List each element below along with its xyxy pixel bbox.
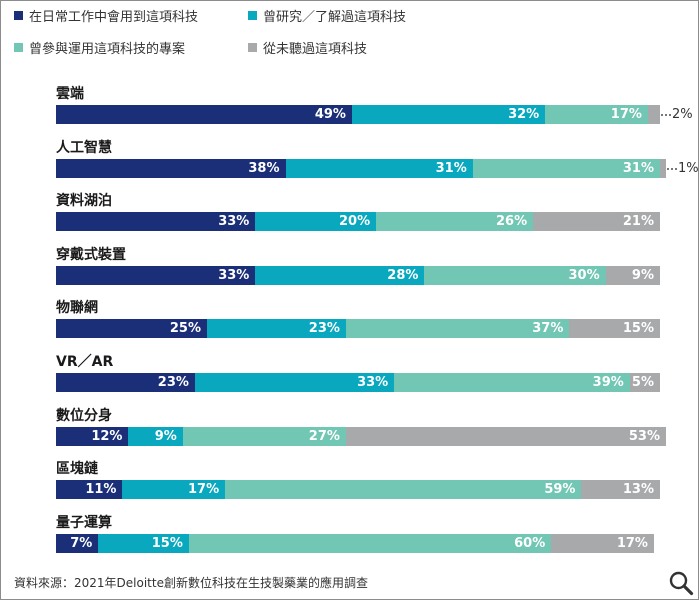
bar-segment [605,265,660,285]
data-label: 15% [622,321,654,337]
bar-segment [128,426,183,446]
leader-line [667,167,678,170]
bar-segment [345,426,667,446]
data-label: 13% [622,482,654,498]
category-label: 數位分身 [56,407,112,424]
data-label: 5% [631,375,654,390]
data-label: 2% [672,107,693,122]
data-label: 30% [568,267,600,283]
data-label: 39% [592,375,624,390]
data-label: 17% [187,482,220,498]
data-label: 17% [616,535,648,551]
data-label: 25% [169,321,201,337]
legend-swatch [14,11,23,20]
legend-swatch [248,11,257,20]
data-label: 23% [157,375,189,390]
bar-segment [551,533,654,553]
data-label: 23% [308,321,340,337]
data-label: 31% [622,160,654,176]
legend-label: 曾參與運用這項科技的專案 [29,42,186,57]
bar-segment [56,265,256,285]
data-label: 27% [308,428,340,444]
bar-segment [472,158,660,178]
legend-label: 曾研究／了解過這項科技 [263,10,407,25]
bar-segment [394,373,630,392]
data-label: 28% [387,267,419,283]
legend-swatch [248,43,257,52]
data-label: 9% [154,428,177,444]
legend-swatch [14,43,23,52]
category-label: 資料湖泊 [56,193,112,210]
data-label: 26% [496,214,528,230]
bar-segment [225,480,582,500]
leader-line [661,114,671,116]
data-label: 12% [91,428,123,444]
source-note: 資料來源：2021年Deloitte創新數位科技在生技製藥業的應用調查 [14,576,368,590]
bar-segment [647,105,660,124]
category-label: 量子運算 [56,514,112,531]
category-label: 穿戴式裝置 [56,246,126,263]
data-label: 1% [678,160,699,176]
legend-item: 曾參與運用這項科技的專案 [14,38,185,57]
legend-label: 在日常工作中會用到這項科技 [29,10,199,25]
legend-item: 在日常工作中會用到這項科技 [14,6,198,25]
magnifier-icon[interactable] [668,570,694,596]
bar-segment [182,426,346,446]
data-label: 21% [622,214,654,230]
category-label: 人工智慧 [56,139,112,156]
data-label: 17% [610,107,642,122]
data-label: 11% [85,482,117,498]
data-label: 59% [544,482,576,498]
bar-segment [285,158,473,178]
bar-segment [122,480,226,500]
bar-segment [351,105,546,124]
category-label: VR／AR [56,354,114,370]
legend-item: 從未聽過這項科技 [248,38,367,57]
bar-segment [98,533,189,553]
data-label: 53% [628,428,661,444]
bar-segment [581,480,660,500]
bar-segment [56,158,286,178]
bar-segment [255,212,377,232]
category-label: 物聯網 [56,300,98,317]
bar-segment [376,212,534,232]
bar-segment [424,265,606,285]
data-label: 38% [248,160,280,176]
bar-segment [56,533,99,553]
data-label: 49% [314,107,346,122]
bar-segment [56,105,352,124]
bar-segment [255,265,425,285]
bar-segment [569,319,660,339]
data-label: 33% [218,214,250,230]
data-label: 31% [435,160,467,176]
bar-segment [56,319,207,339]
data-label: 7% [70,535,93,551]
bar-segment [629,373,660,392]
data-label: 9% [631,267,654,283]
data-label: 33% [357,375,389,390]
bar-segment [56,480,123,500]
bar-segment [207,319,346,339]
bar-segment [545,105,648,124]
data-label: 33% [218,267,250,283]
data-label: 37% [532,321,564,337]
bar-segment [56,426,129,446]
data-label: 32% [508,107,540,122]
legend-item: 曾研究／了解過這項科技 [248,6,406,25]
bar-segment [56,373,195,392]
bar-segment [188,533,552,553]
category-label: 雲端 [56,86,84,102]
category-label: 區塊鏈 [56,461,98,478]
bar-segment [56,212,256,232]
data-label: 60% [514,535,546,551]
bar-segment [345,319,570,339]
bar-segment [660,158,667,178]
bar-segment [533,212,660,232]
legend-label: 從未聽過這項科技 [263,42,368,57]
data-label: 15% [151,535,183,551]
bar-segment [194,373,395,392]
data-label: 20% [338,214,371,230]
